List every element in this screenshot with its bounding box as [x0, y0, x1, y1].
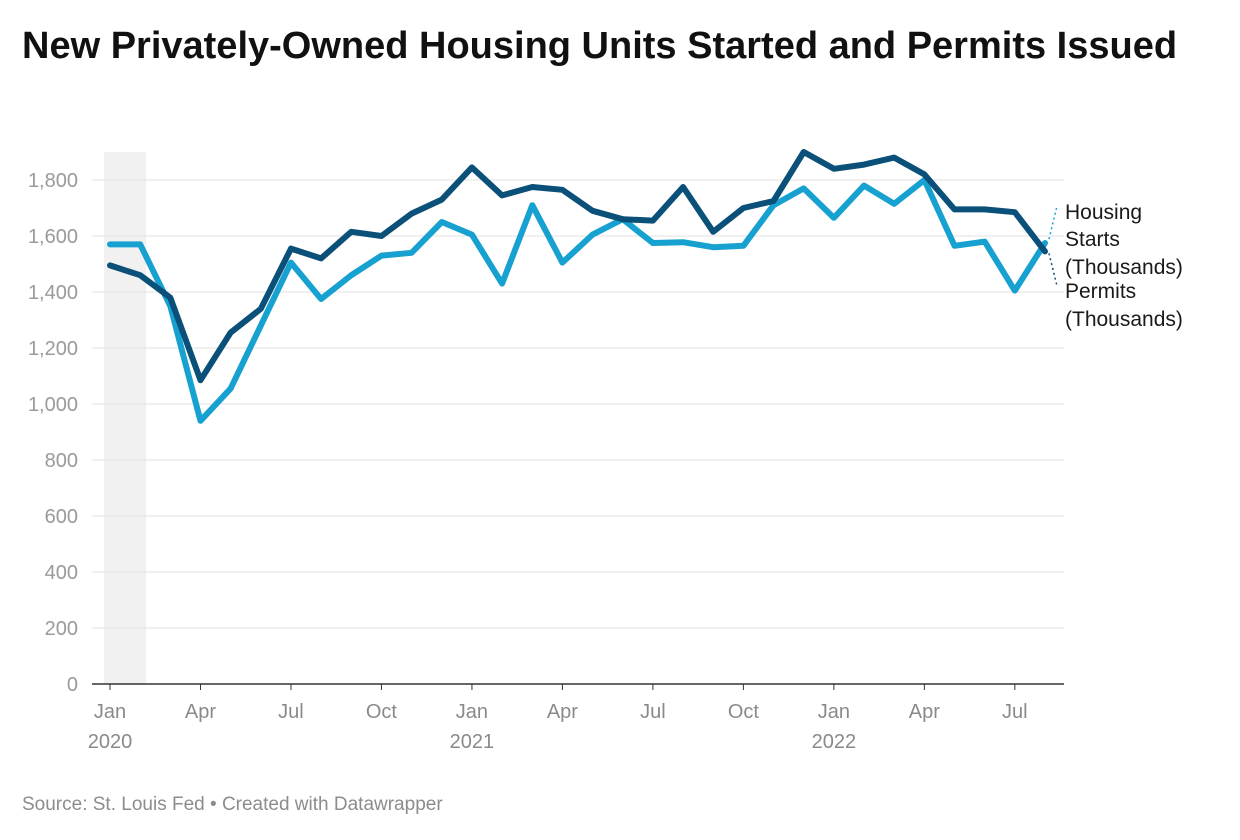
permits-leader-line	[1048, 205, 1058, 240]
y-axis-tick-labels: 0 200 400 600 800 1,000 1,200 1,400 1,600 1,800	[28, 170, 78, 696]
shaded-period	[104, 152, 147, 684]
y-tick-label: 600	[45, 506, 78, 528]
gridlines	[92, 179, 1064, 629]
x-tick-label: Apr	[547, 701, 578, 723]
series-label-permits: Permits	[1065, 280, 1136, 303]
y-tick-label: 0	[67, 674, 78, 696]
y-tick-label: 1,000	[28, 394, 78, 416]
series-line-permits	[107, 177, 1048, 424]
x-tick-label: Jul	[640, 701, 666, 723]
series-label-permits: (Thousands)	[1065, 308, 1183, 331]
y-tick-label: 1,400	[28, 282, 78, 304]
x-tick-label: Oct	[366, 701, 398, 723]
x-tick-label: Apr	[909, 701, 940, 723]
x-tick-label: Jul	[1002, 701, 1028, 723]
y-tick-label: 1,200	[28, 338, 78, 360]
x-tick-year-label: 2022	[812, 731, 857, 753]
credit-text: Created with Datawrapper	[221, 794, 443, 815]
x-tick-label: Jan	[94, 701, 126, 723]
series-lines	[107, 149, 1048, 424]
y-tick-label: 1,800	[28, 170, 78, 192]
x-tick-year-label: 2021	[450, 731, 495, 753]
y-tick-label: 200	[45, 618, 78, 640]
x-tick-label: Oct	[728, 701, 760, 723]
recession-shading	[104, 152, 147, 684]
series-label-housing-starts: (Thousands)	[1065, 256, 1183, 279]
y-tick-label: 400	[45, 562, 78, 584]
starts-leader-line	[1048, 253, 1058, 287]
series-labels: HousingStarts(Thousands)Permits(Thousand…	[1048, 201, 1183, 331]
source-text: Source: St. Louis Fed	[22, 794, 205, 815]
series-label-housing-starts: Starts	[1065, 228, 1120, 251]
series-label-housing-starts: Housing	[1065, 201, 1142, 224]
footer: Source: St. Louis Fed • Created with Dat…	[22, 794, 443, 816]
x-tick-label: Jan	[456, 701, 488, 723]
y-tick-label: 800	[45, 450, 78, 472]
x-tick-label: Jul	[278, 701, 304, 723]
y-tick-label: 1,600	[28, 226, 78, 248]
x-tick-label: Apr	[185, 701, 216, 723]
chart-title: New Privately-Owned Housing Units Starte…	[22, 25, 1178, 67]
x-axis: Jan 2020 Apr Jul Oct Jan 2021 Apr Jul Oct Jan 2022 A…	[88, 683, 1064, 753]
footer-separator: •	[210, 794, 217, 815]
x-tick-year-label: 2020	[88, 731, 133, 753]
x-tick-label: Jan	[818, 701, 850, 723]
series-line-housing-starts	[107, 149, 1048, 384]
